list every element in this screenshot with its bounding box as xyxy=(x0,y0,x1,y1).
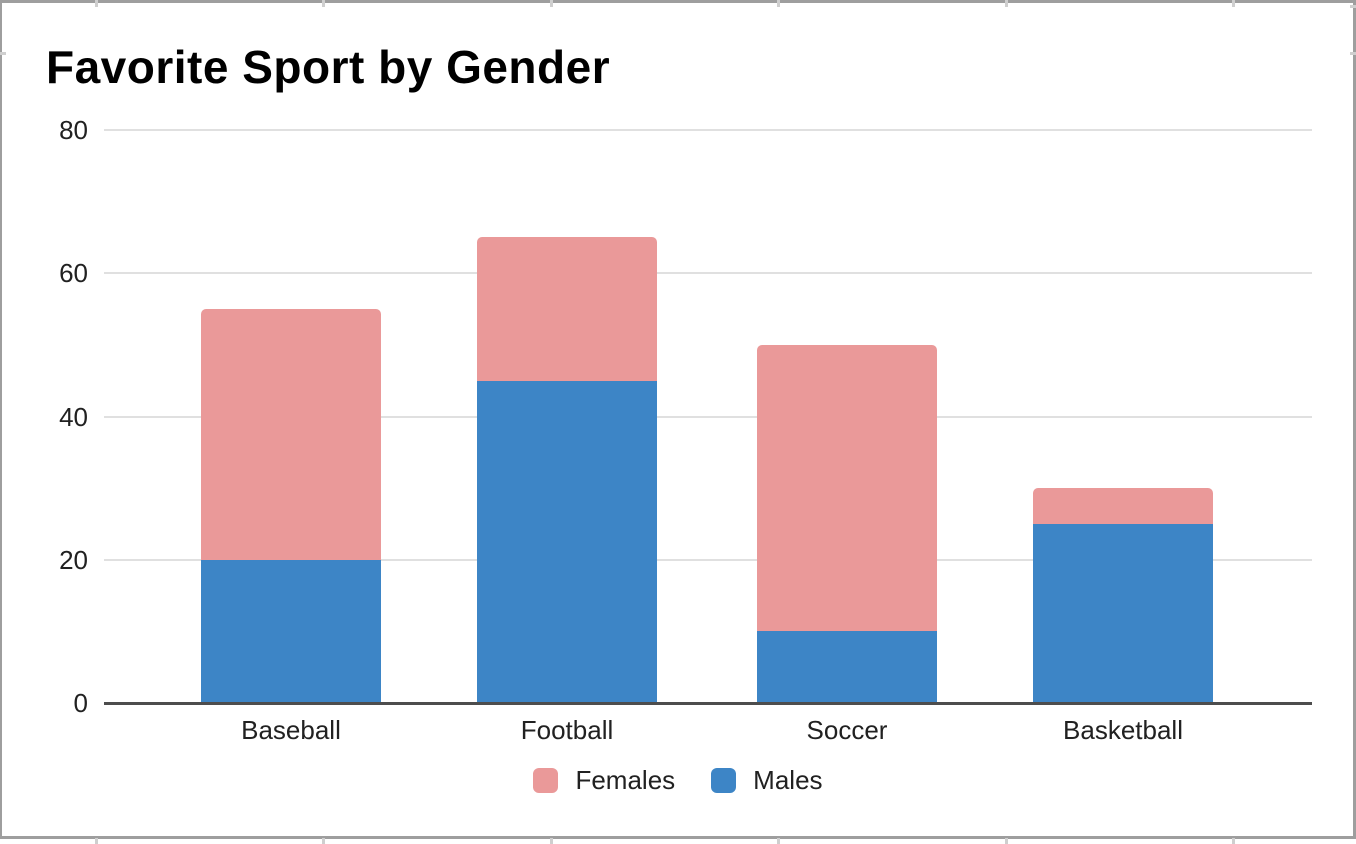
x-axis-line xyxy=(104,702,1312,705)
gridline-60 xyxy=(104,272,1312,275)
sheet-col-gridline-stub-top xyxy=(322,0,325,7)
bar-baseball-females[interactable] xyxy=(201,309,381,560)
sheet-col-gridline-stub-top xyxy=(777,0,780,7)
sheet-col-gridline-stub-bottom xyxy=(322,838,325,844)
legend-item-females[interactable]: Females xyxy=(533,767,675,793)
bar-soccer-females[interactable] xyxy=(757,344,937,632)
sheet-row-gridline-stub-right xyxy=(1350,52,1356,55)
bar-basketball-females[interactable] xyxy=(1033,488,1213,524)
sheet-col-gridline-stub-bottom xyxy=(777,838,780,844)
x-axis-label-basketball: Basketball xyxy=(1063,715,1183,745)
sheet-col-gridline-stub-bottom xyxy=(1232,838,1235,844)
chart-legend: Females Males xyxy=(0,767,1356,793)
legend-swatch-males xyxy=(711,767,737,793)
sheet-col-gridline-stub-bottom xyxy=(550,838,553,844)
y-axis-label-80: 80 xyxy=(59,115,88,145)
sheet-col-gridline-stub-top xyxy=(550,0,553,7)
gridline-80 xyxy=(104,129,1312,131)
bar-football-females[interactable] xyxy=(477,237,657,381)
x-axis-label-soccer: Soccer xyxy=(806,715,888,745)
gridline-40 xyxy=(104,415,1312,418)
legend-item-males[interactable]: Males xyxy=(711,765,823,795)
sheet-col-gridline-stub-top xyxy=(1005,0,1008,7)
sheet-row-gridline-stub-right xyxy=(1350,5,1356,8)
y-axis-label-40: 40 xyxy=(59,401,88,432)
y-axis-label-20: 20 xyxy=(59,544,88,575)
sheet-row-gridline-stub-left xyxy=(0,52,6,55)
sheet-col-gridline-stub-top xyxy=(1232,0,1235,7)
y-axis-label-60: 60 xyxy=(59,258,88,289)
legend-label-females: Females xyxy=(575,765,676,795)
legend-label-males: Males xyxy=(753,765,823,795)
y-axis-label-0: 0 xyxy=(73,688,88,718)
gridline-20 xyxy=(104,558,1312,561)
bar-soccer-males[interactable] xyxy=(757,631,937,703)
legend-swatch-females xyxy=(533,767,559,793)
x-axis-label-baseball: Baseball xyxy=(241,715,341,745)
bar-football-males[interactable] xyxy=(477,380,657,703)
sheet-col-gridline-stub-top xyxy=(95,0,98,7)
bar-baseball-males[interactable] xyxy=(201,559,381,703)
chart-title: Favorite Sport by Gender xyxy=(46,41,611,93)
sheet-col-gridline-stub-bottom xyxy=(1005,838,1008,844)
x-axis-label-football: Football xyxy=(520,715,614,745)
sheet-col-gridline-stub-bottom xyxy=(95,838,98,844)
bar-basketball-males[interactable] xyxy=(1033,523,1213,703)
